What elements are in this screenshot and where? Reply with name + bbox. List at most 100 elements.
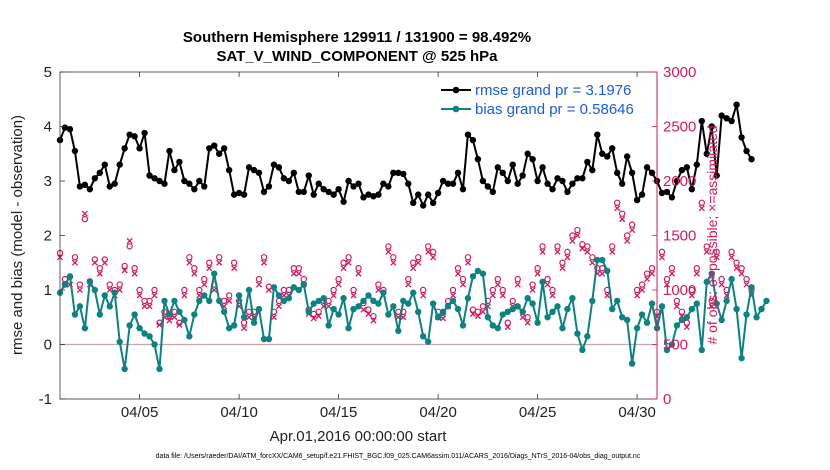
rmse-point [748,156,755,163]
assimilated-point [549,292,556,299]
rmse-point [240,191,248,198]
assimilated-stroke [584,248,591,255]
assimilated-stroke [648,270,656,277]
rmse-point [723,115,730,122]
possible-point [136,286,143,294]
possible-point [494,275,501,283]
rmse-point [733,101,740,108]
assimilated-point [449,292,457,299]
possible-point [574,226,581,234]
assimilated-stroke [549,292,556,299]
bias-point [101,292,108,299]
assimilated-point [231,265,238,272]
possible-point [315,308,322,315]
assimilated-stroke [106,286,113,294]
rmse-point [350,183,357,190]
bias-point [245,286,253,294]
rmse-point [698,117,705,125]
bias-point [151,341,158,348]
possible-point [599,265,606,272]
y-tick-label: 1 [44,282,52,299]
possible-point [579,241,586,248]
assimilated-stroke [96,270,103,277]
assimilated-stroke [121,267,128,274]
rmse-point [718,112,725,119]
y-right-tick-label: 1000 [663,282,696,299]
assimilated-point [171,314,178,321]
rmse-point [444,180,452,187]
possible-point [126,243,133,250]
rmse-point [76,183,84,190]
bias-point [265,335,273,343]
bias-point [658,303,666,310]
assimilated-stroke [589,259,596,266]
assimilated-point [315,313,322,320]
assimilated-stroke [643,276,651,283]
assimilated-stroke [614,205,621,212]
assimilated-point [241,325,248,332]
assimilated-point [375,286,382,294]
assimilated-stroke [91,259,98,266]
bias-point [111,289,118,296]
possible-point [663,275,671,283]
y-right-tick-label: 3000 [663,64,696,81]
assimilated-point [106,286,113,294]
rmse-point [121,145,128,152]
y-tick-label: -1 [39,391,52,408]
possible-point [225,292,233,299]
assimilated-stroke [569,237,576,245]
assimilated-point [459,281,467,288]
assimilated-stroke [514,281,521,288]
bias-point [61,281,69,288]
bias-point [106,303,113,310]
possible-point [728,248,735,256]
rmse-point [633,196,641,204]
assimilated-point [201,281,208,288]
assimilated-stroke [101,259,108,266]
bias-point [539,278,546,286]
bias-point [260,335,268,343]
assimilated-point [275,303,282,310]
rmse-point [191,185,198,193]
assimilated-stroke [280,292,287,299]
possible-point [658,248,666,256]
assimilated-point [683,324,690,331]
assimilated-point [126,237,133,245]
rmse-point [419,202,427,209]
rmse-point [166,147,173,155]
assimilated-stroke [265,286,273,294]
bias-point [668,341,676,348]
assimilated-stroke [325,303,332,310]
bias-point [370,297,377,305]
bias-point [569,294,576,302]
assimilated-stroke [499,292,506,299]
bias-point [191,311,198,318]
possible-point [151,286,158,294]
rmse-point [728,117,735,125]
rmse-point [106,183,113,190]
assimilated-stroke [241,325,248,332]
bias-point [350,305,357,313]
assimilated-point [698,205,705,212]
bias-point [454,305,462,313]
assimilated-point [425,248,432,255]
rmse-point [489,188,497,196]
assimilated-point [673,303,680,310]
bias-point [758,305,765,313]
bias-point [444,303,452,310]
bias-point [310,300,317,307]
assimilated-stroke [469,310,476,318]
possible-point [196,286,203,294]
rmse-point [609,145,616,152]
assimilated-point [643,276,651,283]
possible-point [230,259,238,266]
assimilated-point [599,270,606,277]
assimilated-point [101,259,108,266]
assimilated-point [574,232,581,239]
bias-point [330,305,337,313]
bias-point [375,300,382,307]
rmse-point [554,175,561,182]
rmse-point [479,177,487,185]
possible-point [693,265,701,272]
bias-point [683,314,691,321]
